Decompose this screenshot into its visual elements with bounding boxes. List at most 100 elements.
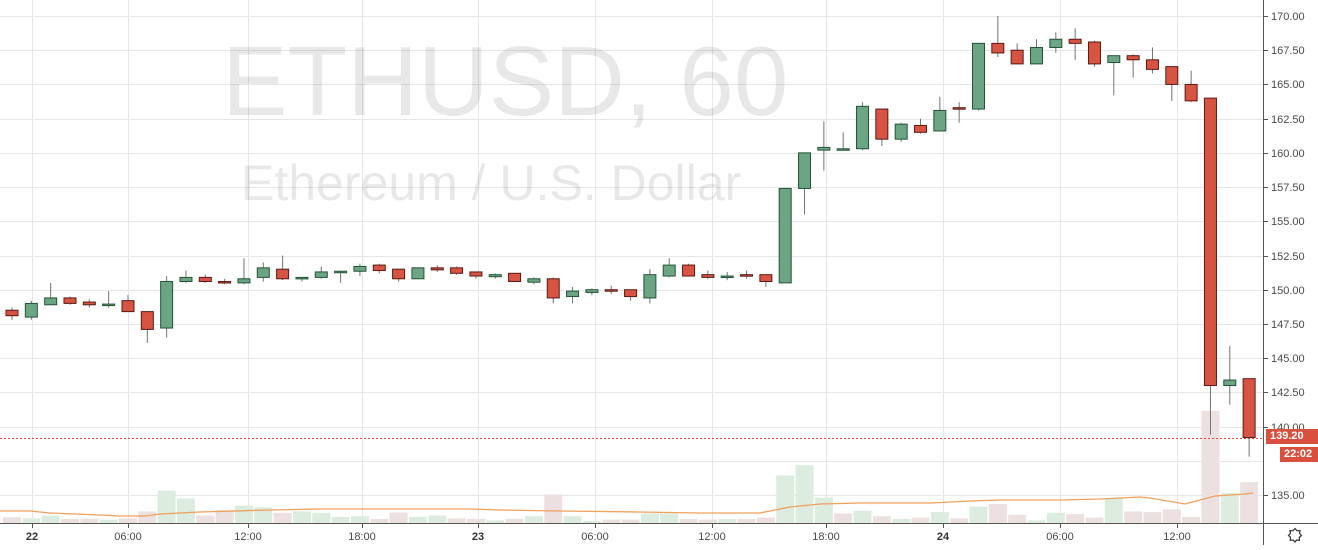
candle[interactable]: [759, 274, 773, 287]
candle[interactable]: [314, 266, 328, 279]
candle[interactable]: [1049, 32, 1063, 53]
volume-bar: [853, 510, 872, 523]
candle[interactable]: [527, 277, 541, 285]
candle[interactable]: [256, 262, 270, 282]
candle[interactable]: [1165, 66, 1179, 101]
candle[interactable]: [720, 271, 734, 281]
candle[interactable]: [566, 286, 580, 304]
candle[interactable]: [952, 102, 966, 123]
candle[interactable]: [643, 269, 657, 304]
volume-bar: [157, 490, 176, 523]
candle[interactable]: [1145, 47, 1159, 74]
candle[interactable]: [121, 295, 135, 313]
price-axis[interactable]: 170.00 167.50 165.00 162.50 160.00 157.50 155.…: [1263, 11, 1305, 502]
candle[interactable]: [353, 263, 367, 277]
candle[interactable]: [1029, 39, 1043, 65]
candle[interactable]: [1010, 43, 1024, 65]
chart-settings-button[interactable]: [1284, 526, 1306, 544]
candle[interactable]: [218, 278, 232, 285]
candle[interactable]: [411, 267, 425, 280]
volume-bar: [176, 498, 195, 523]
candle[interactable]: [179, 270, 193, 283]
candle[interactable]: [1087, 40, 1101, 67]
candle[interactable]: [1223, 345, 1237, 405]
candle[interactable]: [798, 152, 812, 215]
volume-bar: [60, 518, 79, 523]
candle[interactable]: [836, 132, 850, 151]
volume-bar: [99, 519, 118, 523]
volume-bar: [1008, 514, 1027, 523]
candle[interactable]: [856, 102, 870, 151]
volume-bar: [660, 513, 679, 523]
volume-bar: [776, 475, 795, 523]
candle[interactable]: [682, 263, 696, 277]
candle[interactable]: [585, 288, 599, 296]
candle[interactable]: [875, 108, 889, 147]
volume-bar: [602, 519, 621, 523]
price-tick-label: 170.00: [1271, 11, 1305, 23]
price-tick-label: 167.50: [1271, 45, 1305, 57]
volume-bar: [1046, 512, 1065, 523]
candle[interactable]: [740, 270, 754, 279]
volume-bar: [1066, 514, 1085, 523]
volume-bar: [22, 518, 41, 523]
price-tick-label: 150.00: [1271, 285, 1305, 297]
candle[interactable]: [276, 255, 290, 281]
volume-bar: [486, 520, 505, 523]
volume-bar: [950, 518, 969, 523]
candle[interactable]: [5, 307, 19, 320]
candle[interactable]: [160, 276, 174, 338]
time-axis[interactable]: 22 06:00 12:00 18:00 23 06:00 12:00 18:00 24 06:0…: [26, 523, 1191, 543]
candle[interactable]: [24, 300, 38, 320]
time-tick-label: 22: [26, 531, 38, 543]
candle[interactable]: [63, 296, 77, 305]
candle[interactable]: [140, 311, 154, 344]
candle[interactable]: [662, 258, 676, 278]
candle[interactable]: [914, 118, 928, 134]
candle[interactable]: [894, 122, 908, 142]
candle[interactable]: [624, 289, 638, 301]
candle[interactable]: [1184, 70, 1198, 103]
candle[interactable]: [82, 299, 96, 308]
candle[interactable]: [237, 258, 251, 285]
candle[interactable]: [469, 271, 483, 279]
candle[interactable]: [972, 42, 985, 111]
candle[interactable]: [450, 266, 464, 275]
price-candles[interactable]: [5, 16, 1256, 457]
candle[interactable]: [508, 272, 522, 283]
candle[interactable]: [295, 276, 309, 282]
candle[interactable]: [1203, 97, 1217, 435]
volume-bar: [911, 517, 930, 523]
time-tick-label: 24: [937, 531, 950, 543]
candle[interactable]: [1107, 55, 1121, 96]
candle[interactable]: [933, 96, 947, 132]
volume-bar: [930, 512, 949, 523]
candle[interactable]: [488, 273, 502, 279]
candle[interactable]: [1068, 28, 1082, 60]
volume-bar: [698, 519, 717, 523]
candle[interactable]: [430, 265, 444, 272]
time-tick-label: 18:00: [812, 531, 840, 543]
candle[interactable]: [817, 121, 831, 171]
chart-grid: [0, 0, 1263, 523]
volume-bar: [524, 516, 543, 523]
candle[interactable]: [102, 291, 116, 308]
candle[interactable]: [334, 270, 348, 283]
candle[interactable]: [991, 16, 1005, 58]
candle[interactable]: [1126, 54, 1140, 78]
candle[interactable]: [546, 277, 560, 304]
candle[interactable]: [701, 270, 715, 279]
candle[interactable]: [1242, 378, 1256, 457]
volume-bar: [1085, 517, 1104, 523]
candle[interactable]: [778, 187, 792, 284]
candle[interactable]: [198, 274, 212, 283]
candle[interactable]: [372, 263, 386, 274]
volume-bar: [408, 516, 427, 523]
candle[interactable]: [44, 282, 58, 306]
volume-bar: [1240, 482, 1259, 523]
candle[interactable]: [392, 268, 406, 282]
volume-bar: [1182, 516, 1201, 523]
volume-bar: [466, 518, 485, 523]
candle[interactable]: [604, 285, 618, 294]
